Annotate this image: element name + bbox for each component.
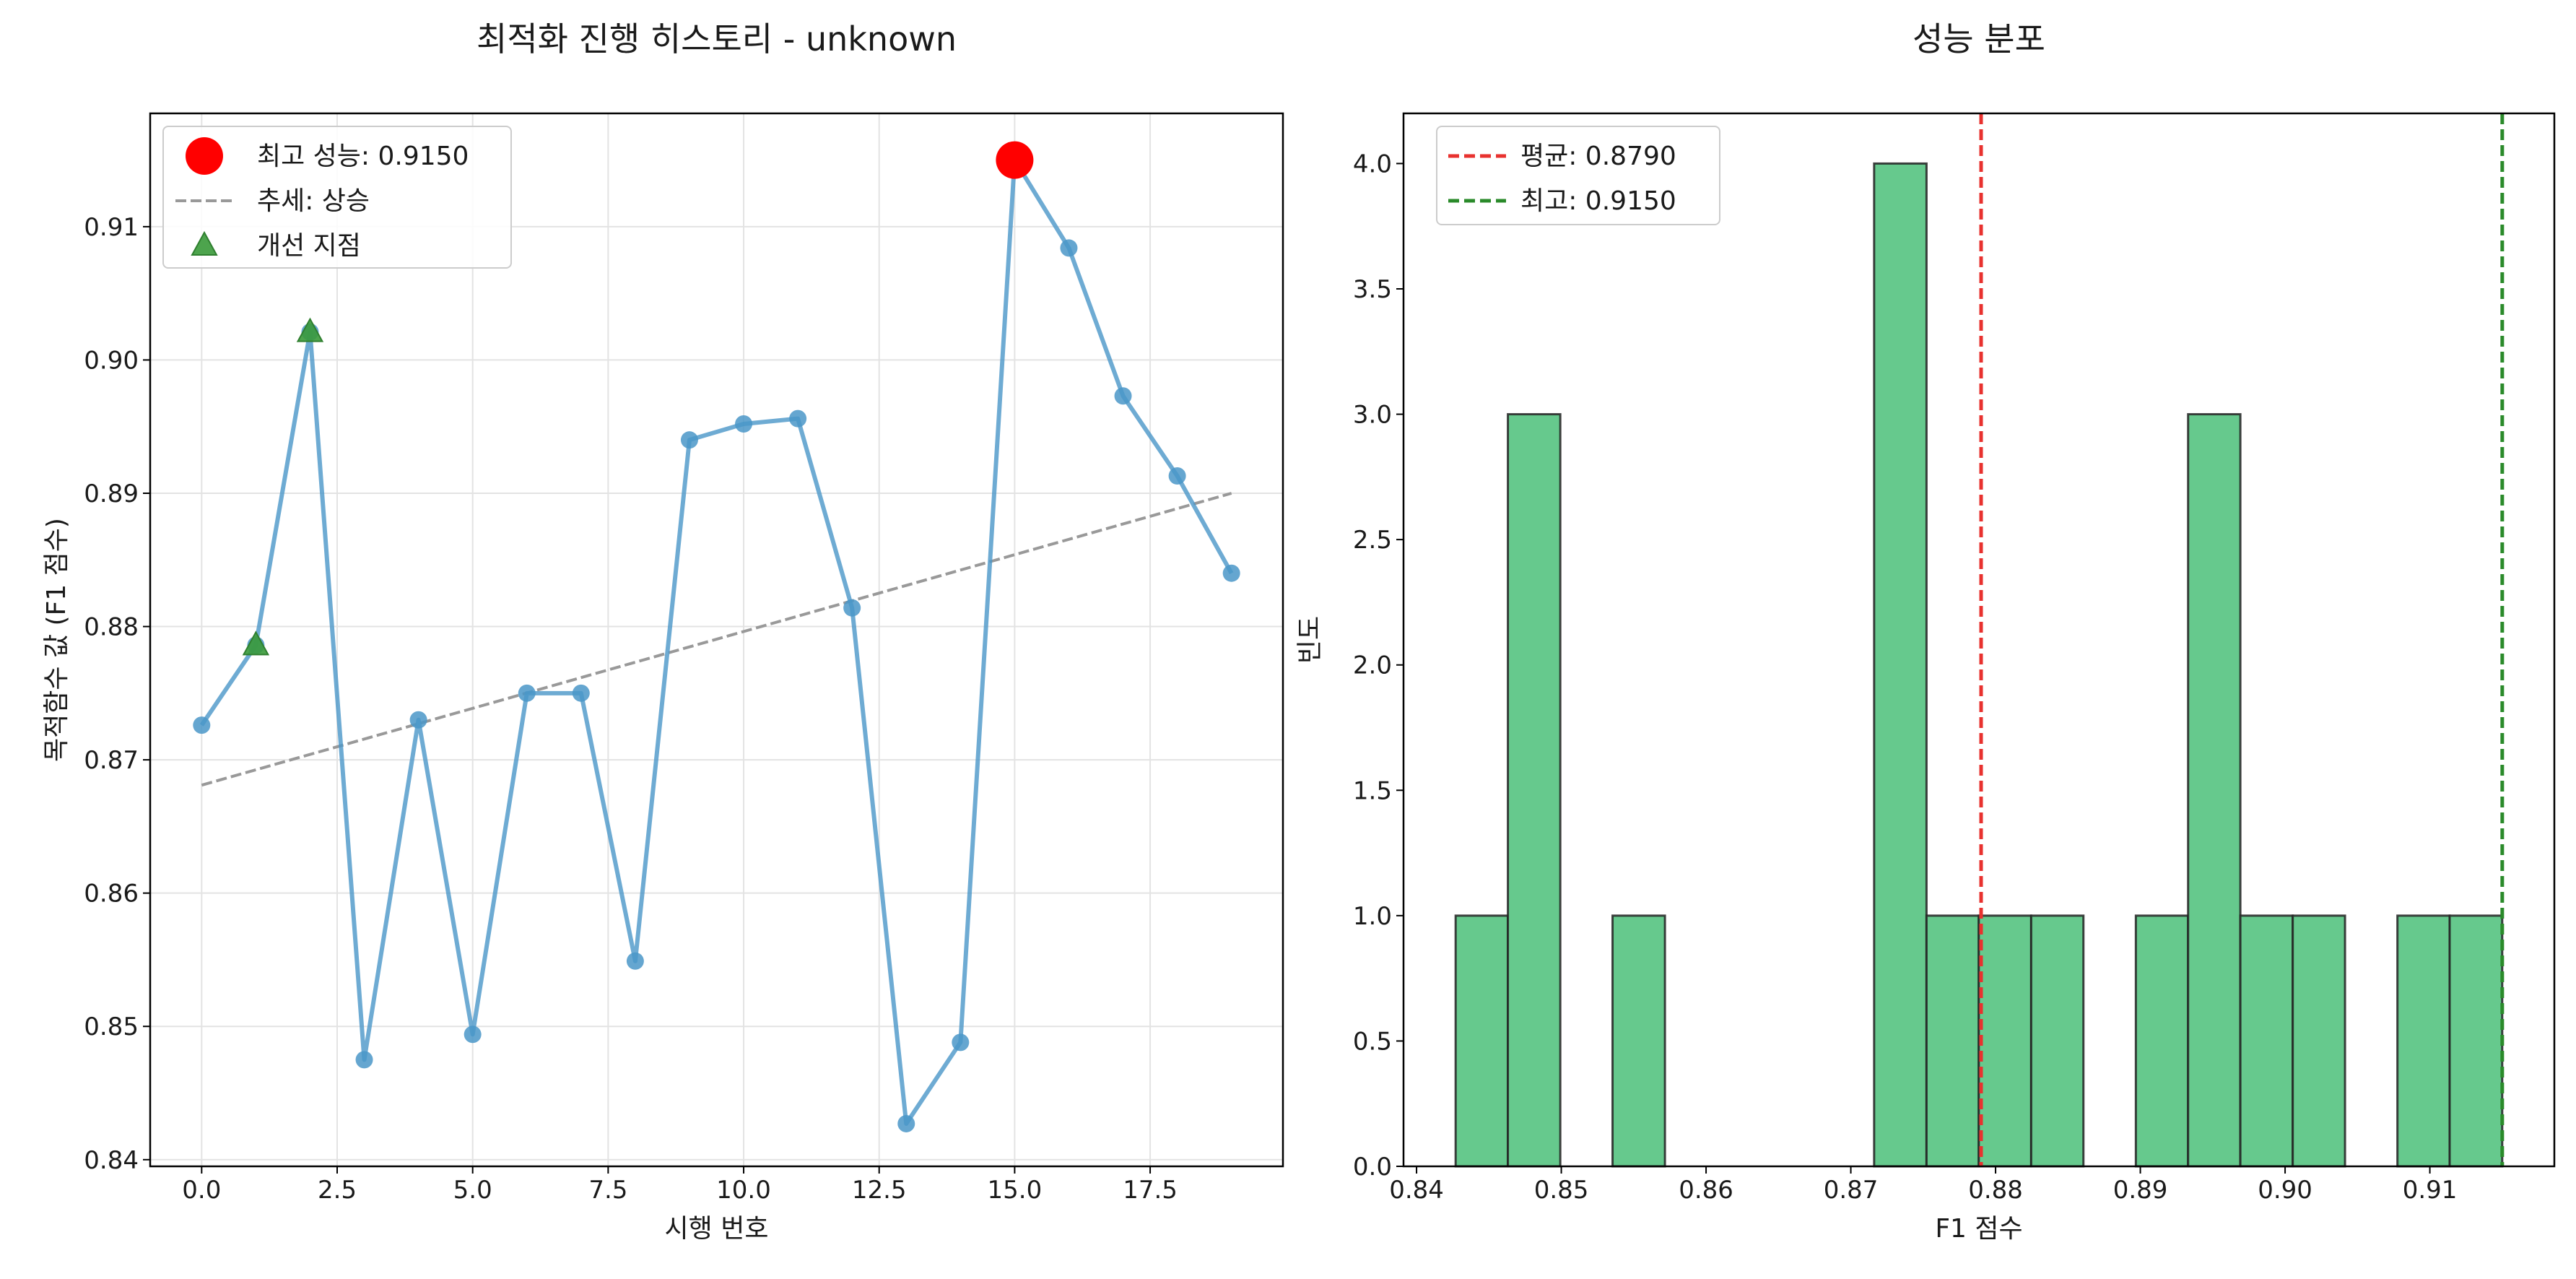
legend-label: 최고: 0.9150 — [1520, 186, 1676, 216]
data-point — [409, 711, 427, 729]
histogram-bar — [2396, 914, 2451, 1168]
data-point — [1060, 239, 1078, 257]
histogram-bars — [1454, 162, 2504, 1168]
histogram-bar — [2239, 914, 2294, 1168]
x-tick-label: 5.0 — [453, 1176, 492, 1205]
legend-best-marker — [186, 137, 223, 175]
data-point — [735, 415, 753, 433]
best-point-marker — [996, 141, 1034, 179]
trend-line — [201, 492, 1232, 787]
histogram-bar — [1873, 162, 1928, 1168]
legend-label: 개선 지점 — [257, 231, 361, 261]
y-tick-label: 4.0 — [1353, 149, 1392, 178]
data-point — [680, 431, 698, 449]
data-point — [518, 684, 536, 702]
data-point — [1168, 467, 1186, 485]
histogram-bar — [1977, 914, 2032, 1168]
x-tick-label: 0.0 — [182, 1176, 221, 1205]
data-point — [572, 684, 590, 702]
improvement-marker — [242, 630, 270, 656]
data-point — [1114, 387, 1132, 405]
y-tick-label: 0.88 — [84, 613, 139, 642]
data-point — [1222, 564, 1240, 582]
chart-title: 성능 분포 — [1913, 19, 2045, 58]
y-axis-label: 빈도 — [1295, 616, 1325, 664]
legend-label: 평균: 0.8790 — [1520, 142, 1676, 171]
y-tick-label: 2.0 — [1353, 651, 1392, 680]
data-point — [464, 1026, 482, 1044]
histogram-bar — [1611, 914, 1666, 1168]
x-tick-label: 0.87 — [1824, 1176, 1879, 1205]
histogram-bar — [1925, 914, 1980, 1168]
y-tick-label: 0.84 — [84, 1146, 139, 1175]
y-tick-label: 0.90 — [84, 346, 139, 375]
optimization-history-chart: 0.0 2.5 5.0 7.5 10.0 12.5 15.0 17.5 0.84 0.85 0.86… — [42, 19, 1284, 1244]
x-tick-label: 2.5 — [318, 1176, 357, 1205]
x-tick-label: 10.0 — [716, 1176, 771, 1205]
y-tick-label: 1.0 — [1353, 902, 1392, 931]
legend: 평균: 0.8790 최고: 0.9150 — [1436, 126, 1720, 225]
histogram-bar — [2292, 914, 2346, 1168]
histogram-bar — [1507, 413, 1562, 1168]
x-tick-label: 0.88 — [1968, 1176, 2023, 1205]
legend-box — [1436, 126, 1720, 225]
x-axis-label: F1 점수 — [1935, 1214, 2022, 1244]
plot-frame — [149, 112, 1284, 1168]
y-tick-label: 0.91 — [84, 213, 139, 242]
x-tick-label: 12.5 — [852, 1176, 907, 1205]
data-point — [626, 952, 644, 970]
legend-box — [162, 126, 512, 269]
y-tick-label: 0.0 — [1353, 1153, 1392, 1182]
legend-label: 최고 성능: 0.9150 — [257, 142, 469, 171]
y-tick-label: 0.87 — [84, 746, 139, 775]
x-tick-label: 15.0 — [988, 1176, 1043, 1205]
y-tick-label: 0.89 — [84, 480, 139, 508]
plot-frame — [1402, 112, 2556, 1168]
data-point — [789, 409, 807, 428]
histogram-bar — [2187, 413, 2242, 1168]
performance-distribution-chart: 0.84 0.85 0.86 0.87 0.88 0.89 0.90 0.91 0.0 0.5 1.… — [1295, 19, 2556, 1244]
legend-label: 추세: 상승 — [257, 186, 370, 216]
histogram-bar — [2448, 914, 2504, 1168]
histogram-bar — [2029, 914, 2085, 1168]
histogram-bar — [1454, 914, 1510, 1168]
x-axis-label: 시행 번호 — [665, 1214, 769, 1244]
data-point — [193, 716, 211, 734]
data-point — [897, 1114, 915, 1132]
x-tick-label: 0.84 — [1389, 1176, 1444, 1205]
x-tick-label: 0.89 — [2113, 1176, 2168, 1205]
x-tick-label: 0.91 — [2403, 1176, 2458, 1205]
y-tick-label: 0.85 — [84, 1013, 139, 1041]
y-tick-label: 2.5 — [1353, 526, 1392, 555]
grid — [150, 113, 1283, 1166]
chart-title: 최적화 진행 히스토리 - unknown — [477, 19, 957, 58]
series-line — [199, 157, 1234, 1126]
x-tick-label: 0.85 — [1534, 1176, 1589, 1205]
data-point — [843, 599, 861, 617]
data-point — [355, 1051, 373, 1069]
data-point — [952, 1033, 970, 1052]
legend-improvement-marker — [191, 230, 218, 256]
y-tick-label: 3.5 — [1353, 275, 1392, 304]
y-axis-label: 목적함수 값 (F1 점수) — [42, 518, 71, 762]
x-tick-label: 0.86 — [1679, 1176, 1733, 1205]
x-tick-label: 0.90 — [2258, 1176, 2312, 1205]
y-tick-label: 0.86 — [84, 880, 139, 909]
y-tick-label: 0.5 — [1353, 1027, 1392, 1056]
x-tick-label: 17.5 — [1123, 1176, 1178, 1205]
y-tick-label: 3.0 — [1353, 401, 1392, 430]
histogram-bar — [2134, 914, 2190, 1168]
improvement-marker — [296, 317, 324, 342]
y-tick-label: 1.5 — [1353, 776, 1392, 805]
x-tick-label: 7.5 — [588, 1176, 627, 1205]
